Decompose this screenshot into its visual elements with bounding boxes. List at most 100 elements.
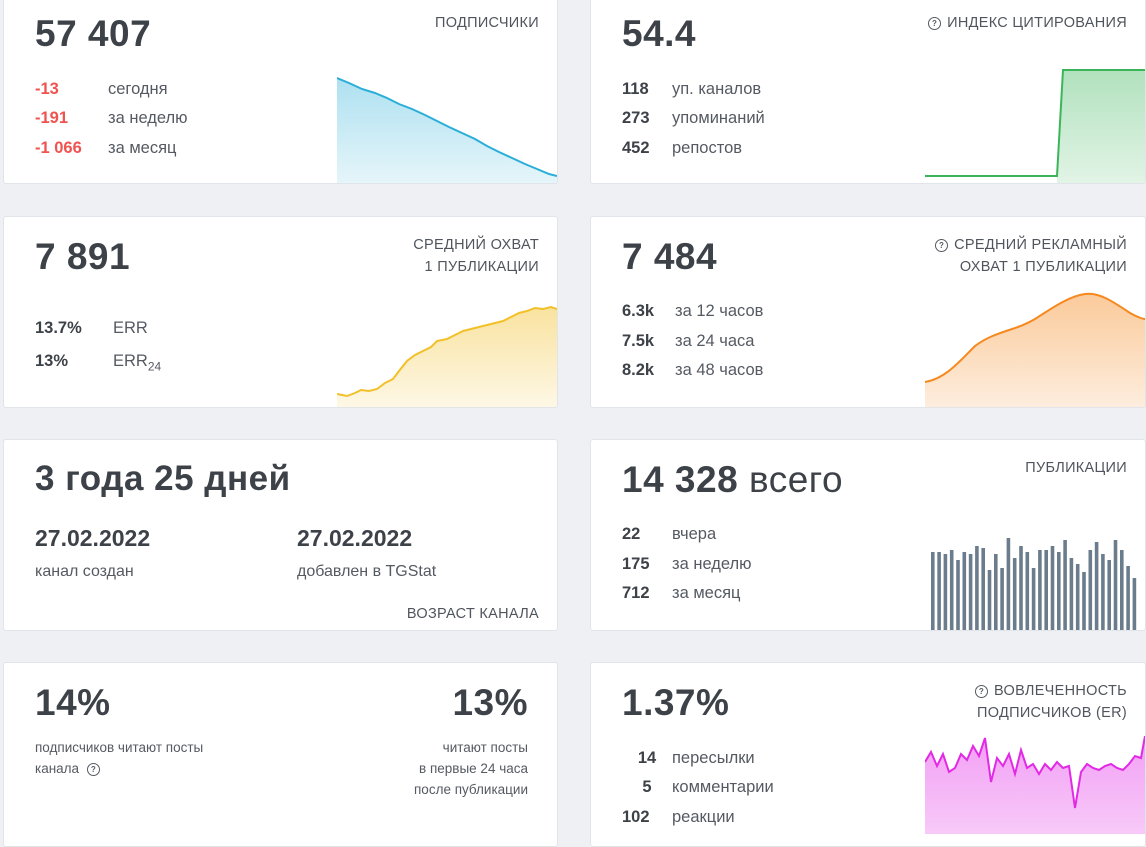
- stat-row: 13.7% ERR: [35, 319, 148, 338]
- reading-share-right-caption: читают посты в первые 24 часа после публик…: [414, 740, 528, 797]
- engagement-sparkline[interactable]: [925, 724, 1145, 834]
- subscribers-label: ПОДПИСЧИКИ: [435, 15, 539, 31]
- citation-label[interactable]: ? ИНДЕКС ЦИТИРОВАНИЯ: [928, 12, 1127, 34]
- publications-bar: [1038, 550, 1042, 630]
- avg-reach-card[interactable]: 7 891 СРЕДНИЙ ОХВАТ 1 ПУБЛИКАЦИИ 13.7% ERR…: [3, 216, 558, 408]
- stat-caption: упоминаний: [672, 109, 765, 127]
- stat-value: 13%: [35, 352, 69, 370]
- sparkline-area: [337, 78, 557, 183]
- subscribers-card[interactable]: 57 407 ПОДПИСЧИКИ -13 сегодня -191 за неде…: [3, 0, 558, 184]
- stat-caption: репостов: [672, 139, 743, 157]
- stat-value: -1 066: [35, 139, 82, 157]
- stat-value: -13: [35, 80, 59, 98]
- stat-value: 102: [622, 808, 650, 826]
- stat-row: 712 за месяц: [622, 584, 740, 603]
- stat-caption: за 12 часов: [675, 302, 764, 320]
- stat-row: 102 реакции: [622, 808, 735, 827]
- stat-row: 6.3k за 12 часов: [622, 302, 763, 321]
- engagement-card[interactable]: 1.37% ? ВОВЛЕЧЕННОСТЬ ПОДПИСЧИКОВ (ER) 14 п…: [590, 662, 1146, 847]
- help-icon[interactable]: ?: [935, 239, 949, 252]
- ad-reach-sparkline[interactable]: [925, 291, 1145, 407]
- channel-age-value: 3 года 25 дней: [35, 459, 291, 498]
- stat-caption: за месяц: [672, 584, 741, 602]
- publications-bar: [1088, 550, 1093, 630]
- citation-sparkline[interactable]: [925, 63, 1145, 183]
- publications-bar: [968, 554, 973, 630]
- stat-caption: комментарии: [672, 778, 774, 796]
- publications-bar-chart[interactable]: [931, 535, 1141, 630]
- publications-bar: [962, 552, 967, 630]
- stat-row: -1 066 за месяц: [35, 139, 176, 158]
- citation-card[interactable]: 54.4 ? ИНДЕКС ЦИТИРОВАНИЯ 118 уп. каналов …: [590, 0, 1146, 184]
- publications-bar: [1107, 560, 1111, 630]
- subscribers-sparkline[interactable]: [337, 73, 557, 183]
- help-icon[interactable]: ?: [975, 685, 989, 698]
- stat-caption: ERR: [113, 319, 148, 337]
- publications-bar: [1031, 568, 1036, 630]
- stat-value: 14: [637, 749, 657, 767]
- publications-bar: [1120, 550, 1124, 630]
- stat-value: 7.5k: [622, 332, 655, 350]
- publications-bar: [987, 570, 992, 630]
- stat-caption: за 48 часов: [675, 361, 764, 379]
- stat-row: 273 упоминаний: [622, 109, 765, 128]
- ad-reach-card[interactable]: 7 484 ? СРЕДНИЙ РЕКЛАМНЫЙ ОХВАТ 1 ПУБЛИКАЦ…: [590, 216, 1146, 408]
- channel-age-card[interactable]: 3 года 25 дней 27.02.2022 канал создан 2…: [3, 439, 558, 631]
- help-icon[interactable]: ?: [86, 763, 100, 776]
- added-date: 27.02.2022: [297, 525, 413, 551]
- publications-bar: [1113, 540, 1118, 630]
- stat-value: 13.7%: [35, 319, 82, 337]
- publications-bar: [943, 554, 948, 630]
- stat-row: 22 вчера: [622, 525, 716, 544]
- publications-label: ПУБЛИКАЦИИ: [1025, 460, 1127, 476]
- stat-caption: вчера: [672, 525, 717, 543]
- publications-total: 14 328 всего: [622, 459, 844, 500]
- stat-row: 175 за неделю: [622, 555, 752, 574]
- publications-bar: [1057, 552, 1061, 630]
- publications-bar: [1063, 540, 1067, 630]
- publications-bar: [994, 554, 998, 630]
- sparkline-area: [1057, 70, 1145, 183]
- stat-caption: за неделю: [108, 109, 188, 127]
- avg-reach-sparkline[interactable]: [337, 305, 557, 407]
- stat-row: 118 уп. каналов: [622, 80, 761, 99]
- sparkline-area: [337, 307, 557, 407]
- publications-card[interactable]: 14 328 всего ПУБЛИКАЦИИ 22 вчера 175 за не…: [590, 439, 1146, 631]
- publications-bar: [1132, 578, 1137, 630]
- publications-bar: [1019, 546, 1023, 630]
- stat-caption: сегодня: [108, 80, 168, 98]
- stat-row: 452 репостов: [622, 139, 742, 158]
- reading-share-card[interactable]: 14% подписчиков читают посты канала ? 13%…: [3, 662, 558, 847]
- sparkline-line: [925, 292, 1145, 383]
- stat-value: 452: [622, 139, 650, 157]
- sparkline-line: [925, 735, 1145, 809]
- engagement-label[interactable]: ? ВОВЛЕЧЕННОСТЬ ПОДПИСЧИКОВ (ER): [975, 683, 1127, 721]
- publications-bar: [1094, 542, 1099, 630]
- citation-index-value: 54.4: [622, 13, 697, 54]
- stat-caption: за неделю: [672, 555, 752, 573]
- stat-caption: пересылки: [672, 749, 755, 767]
- stat-row: 14 пересылки: [622, 749, 755, 768]
- publications-bar: [931, 552, 935, 630]
- stat-value: 8.2k: [622, 361, 655, 379]
- publications-bar: [1006, 538, 1011, 630]
- stat-row: 13% ERR24: [35, 352, 161, 373]
- publications-bar: [1025, 552, 1030, 630]
- stat-caption: уп. каналов: [672, 80, 762, 98]
- publications-bar: [1012, 558, 1017, 630]
- stat-row: -13 сегодня: [35, 80, 168, 99]
- ad-reach-label[interactable]: ? СРЕДНИЙ РЕКЛАМНЫЙ ОХВАТ 1 ПУБЛИКАЦИИ: [935, 234, 1127, 278]
- reading-share-left-caption: подписчиков читают посты канала ?: [35, 740, 204, 776]
- reading-share-right-value: 13%: [452, 682, 528, 723]
- publications-bar: [1050, 546, 1055, 630]
- help-icon[interactable]: ?: [928, 17, 942, 30]
- stat-row: 8.2k за 48 часов: [622, 361, 763, 380]
- publications-bar: [975, 546, 979, 630]
- stat-row: -191 за неделю: [35, 109, 188, 128]
- stat-value: 6.3k: [622, 302, 655, 320]
- sparkline-line: [925, 69, 1145, 177]
- sparkline-line: [337, 305, 557, 398]
- publications-bar: [1000, 568, 1004, 630]
- stat-caption: ERR: [113, 352, 148, 370]
- created-caption: канал создан: [35, 563, 134, 580]
